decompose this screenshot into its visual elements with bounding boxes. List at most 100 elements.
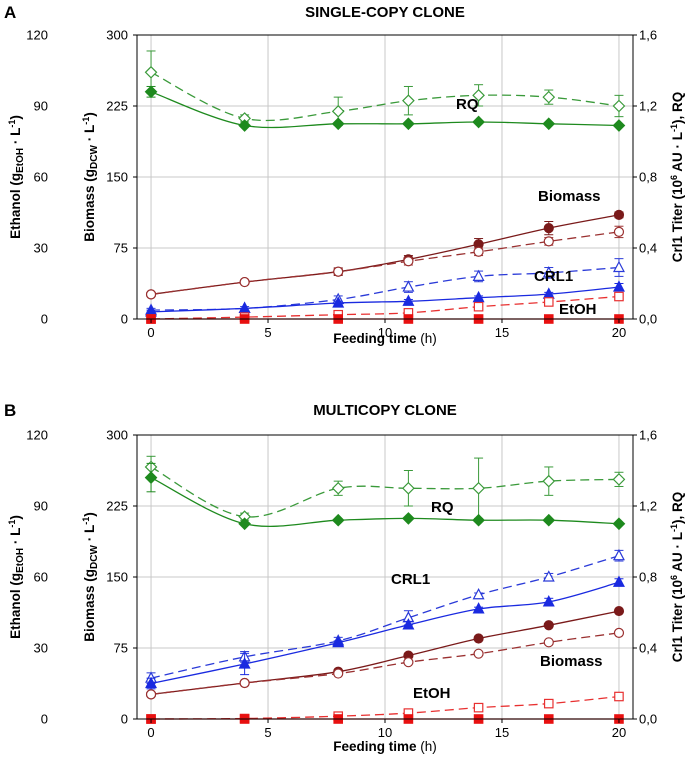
right-tick-label: 1,2 — [639, 499, 657, 514]
data-point — [542, 595, 555, 607]
biomass-tick-label: 150 — [106, 170, 128, 185]
series-biomass — [145, 225, 625, 300]
grid — [137, 35, 633, 319]
data-point — [612, 473, 626, 486]
data-point — [614, 291, 624, 302]
biomass-tick-label: 0 — [121, 312, 128, 327]
ethanol-tick-label: 90 — [34, 99, 48, 114]
right-tick-label: 0,0 — [639, 312, 657, 327]
panel-b: B MULTICOPY CLONE 0 5 10 15 20 0 30 60 90 120 0 75 1… — [4, 401, 685, 754]
data-point — [542, 570, 555, 582]
series-crl1 — [145, 280, 625, 317]
right-tick-label: 0,0 — [639, 712, 657, 727]
series-rq — [144, 85, 626, 132]
biomass-label: Biomass — [540, 653, 603, 670]
crl1-label: CRL1 — [534, 268, 573, 285]
data-point — [472, 602, 485, 614]
biomass-tick-label: 75 — [114, 241, 128, 256]
right-tick-label: 0,8 — [639, 570, 657, 585]
ethanol-tick-label: 90 — [34, 499, 48, 514]
data-point — [542, 513, 556, 527]
data-point — [542, 266, 555, 278]
ethanol-tick-label: 0 — [41, 312, 48, 327]
series-rq — [144, 462, 626, 531]
data-point — [612, 280, 625, 292]
data-point — [333, 266, 344, 277]
rq-label: RQ — [456, 96, 479, 113]
data-point — [145, 689, 157, 700]
grid — [137, 435, 633, 719]
x-tick-label: 15 — [495, 325, 509, 340]
panel-letter: A — [4, 3, 16, 22]
data-point — [239, 276, 250, 288]
data-point — [473, 301, 484, 312]
biomass-tick-label: 150 — [106, 570, 128, 585]
data-point — [402, 294, 415, 306]
data-point — [402, 618, 415, 630]
data-point — [542, 117, 556, 131]
tick-labels: 0 5 10 15 20 0 30 60 90 120 0 75 150 225 300 0,0 0,4 0,8 1… — [26, 428, 657, 741]
data-point — [543, 297, 554, 307]
data-point — [542, 474, 556, 488]
ethanol-tick-label: 120 — [26, 428, 48, 443]
data-point — [402, 481, 415, 495]
x-tick-label: 10 — [378, 325, 392, 340]
data-point — [403, 256, 414, 267]
biomass-label: Biomass — [538, 188, 601, 205]
data-point — [543, 637, 554, 648]
data-point — [238, 119, 251, 132]
biomass-axis-label: Biomass (gDCW · L-1) — [81, 512, 100, 641]
data-point — [403, 657, 414, 668]
data-point — [238, 517, 251, 531]
data-point — [613, 226, 625, 238]
x-axis-label: Feeding time (h) — [333, 331, 437, 346]
data-point — [614, 691, 624, 702]
data-point — [331, 104, 345, 118]
rq-label: RQ — [431, 499, 454, 516]
data-point — [473, 246, 484, 257]
data-point — [613, 209, 625, 220]
data-point — [333, 668, 344, 679]
data-point — [473, 648, 484, 659]
data-point — [543, 236, 554, 247]
data-point — [145, 676, 158, 689]
biomass-tick-label: 300 — [106, 28, 128, 43]
data-point — [612, 119, 626, 132]
panel-letter: B — [4, 401, 16, 420]
data-point — [473, 633, 484, 644]
data-point — [145, 289, 157, 300]
data-point — [472, 481, 485, 495]
data-point — [332, 296, 345, 308]
data-point — [472, 89, 485, 102]
data-point — [144, 471, 158, 484]
data-point — [402, 512, 415, 525]
data-point — [613, 605, 625, 617]
data-point — [613, 627, 625, 638]
data-point — [472, 115, 485, 129]
data-point — [331, 481, 345, 495]
data-point — [472, 513, 485, 527]
series-biomass — [145, 627, 625, 700]
ethanol-tick-label: 0 — [41, 712, 48, 727]
series-rq-measured — [144, 50, 626, 127]
data-point — [612, 99, 626, 113]
x-tick-label: 5 — [264, 725, 271, 740]
ethanol-tick-label: 60 — [34, 570, 48, 585]
data-point — [543, 698, 554, 709]
etoh-label: EtOH — [559, 301, 597, 318]
ethanol-tick-label: 120 — [26, 28, 48, 43]
tick-labels: 0 5 10 15 20 0 30 60 90 120 0 75 150 225 300 0,0 0,4 0,8 1… — [26, 28, 657, 341]
biomass-tick-label: 225 — [106, 499, 128, 514]
ethanol-tick-label: 30 — [34, 241, 48, 256]
right-tick-label: 1,2 — [639, 99, 657, 114]
biomass-tick-label: 225 — [106, 99, 128, 114]
data-point — [542, 90, 556, 104]
series-rq-measured — [144, 455, 626, 523]
chart-title: SINGLE-COPY CLONE — [305, 4, 465, 21]
x-tick-label: 15 — [495, 725, 509, 740]
ethanol-axis-label: Ethanol (gEtOH · L-1) — [7, 115, 26, 239]
ethanol-axis-label: Ethanol (gEtOH · L-1) — [7, 515, 26, 639]
data-point — [472, 269, 485, 281]
right-axis-label: Crl1 Titer (106 AU · L-1), RQ — [669, 92, 685, 263]
data-point — [402, 280, 415, 292]
